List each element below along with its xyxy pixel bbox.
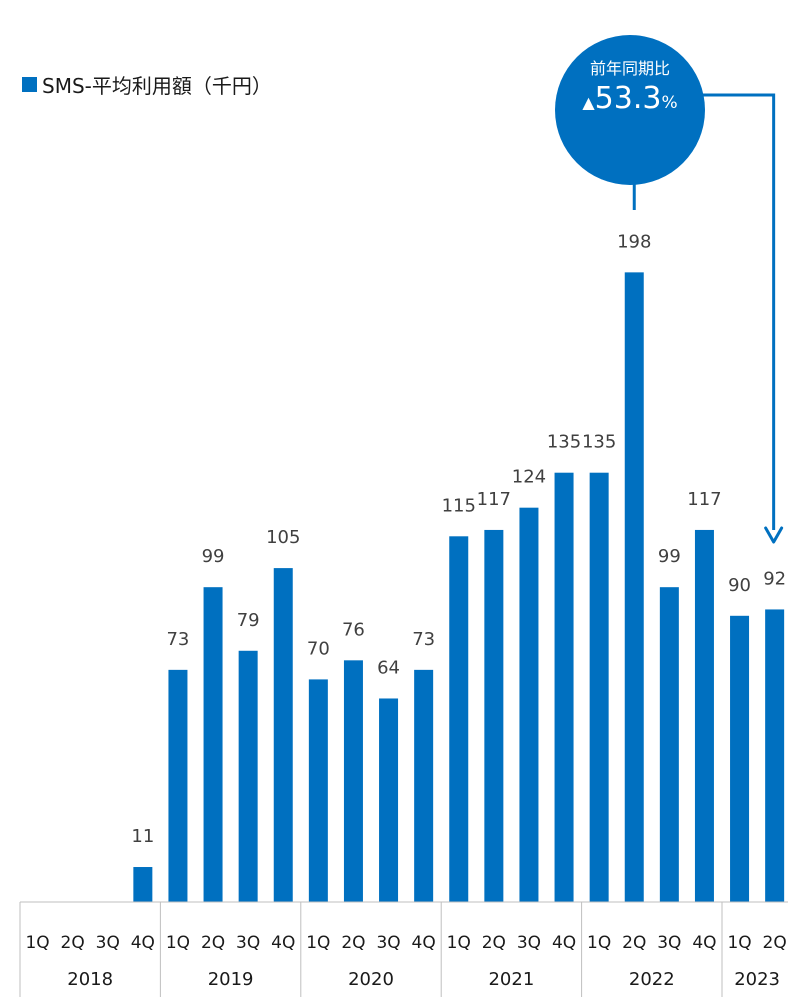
arrow-head-icon: [764, 526, 784, 544]
bar: [308, 679, 328, 902]
year-label: 2022: [629, 969, 675, 990]
bar: [203, 587, 223, 902]
tick-label: 3Q: [376, 933, 400, 953]
tick-label: 2Q: [622, 933, 646, 953]
tick-label: 3Q: [236, 933, 260, 953]
tick-label: 2Q: [763, 933, 787, 953]
tick-label: 2Q: [201, 933, 225, 953]
tick-label: 3Q: [96, 933, 120, 953]
bar: [273, 568, 293, 902]
badge-label: 前年同期比: [589, 59, 670, 78]
badge-unit: %: [661, 93, 678, 113]
data-label: 92: [763, 568, 786, 589]
data-label: 135: [547, 432, 581, 453]
tick-label: 4Q: [552, 933, 576, 953]
bar: [659, 587, 679, 902]
bar: [765, 609, 785, 902]
yoy-badge: 前年同期比 ▲53.3%: [555, 35, 705, 185]
tick-label: 1Q: [447, 933, 471, 953]
bar: [343, 660, 363, 902]
year-label: 2021: [488, 969, 534, 990]
data-label: 105: [266, 527, 300, 548]
data-label: 11: [131, 826, 154, 847]
tick-label: 2Q: [61, 933, 85, 953]
bar: [694, 529, 714, 902]
data-label: 70: [307, 638, 330, 659]
data-label: 117: [687, 489, 721, 510]
tick-label: 4Q: [692, 933, 716, 953]
year-label: 2018: [67, 969, 113, 990]
tick-label: 3Q: [517, 933, 541, 953]
data-label: 64: [377, 657, 400, 678]
data-label: 90: [728, 575, 751, 596]
bar: [624, 272, 644, 902]
tick-label: 3Q: [657, 933, 681, 953]
bar: [379, 698, 399, 902]
bar: [133, 867, 153, 902]
bar: [238, 650, 258, 902]
bar: [414, 669, 434, 902]
badge-value: ▲53.3%: [555, 81, 705, 116]
data-label: 124: [512, 467, 546, 488]
bar: [168, 669, 188, 902]
data-label: 73: [166, 629, 189, 650]
bar: [554, 472, 574, 902]
data-label: 76: [342, 619, 365, 640]
data-label: 198: [617, 231, 651, 252]
tick-label: 4Q: [131, 933, 155, 953]
data-label: 99: [202, 546, 225, 567]
tick-label: 4Q: [271, 933, 295, 953]
year-label: 2023: [734, 969, 780, 990]
tick-label: 1Q: [25, 933, 49, 953]
tick-label: 2Q: [482, 933, 506, 953]
tick-label: 2Q: [341, 933, 365, 953]
bar: [449, 536, 469, 902]
legend: SMS-平均利用額（千円）: [22, 70, 272, 99]
bar: [519, 507, 539, 902]
bar: [484, 529, 504, 902]
tick-label: 1Q: [166, 933, 190, 953]
bar: [589, 472, 609, 902]
tick-label: 1Q: [587, 933, 611, 953]
triangle-up-icon: ▲: [582, 93, 595, 112]
data-label: 99: [658, 546, 681, 567]
tick-label: 1Q: [306, 933, 330, 953]
year-label: 2019: [208, 969, 254, 990]
data-label: 79: [237, 610, 260, 631]
year-label: 2020: [348, 969, 394, 990]
connector-arrow-line: [700, 93, 776, 530]
legend-label: SMS-平均利用額（千円）: [42, 74, 272, 98]
tick-label: 1Q: [727, 933, 751, 953]
data-label: 115: [442, 495, 476, 516]
data-label: 135: [582, 432, 616, 453]
data-label: 117: [477, 489, 511, 510]
legend-swatch: [22, 77, 37, 92]
bar: [730, 615, 750, 902]
data-label: 73: [412, 629, 435, 650]
badge-number: 53.3: [594, 81, 662, 116]
tick-label: 4Q: [412, 933, 436, 953]
